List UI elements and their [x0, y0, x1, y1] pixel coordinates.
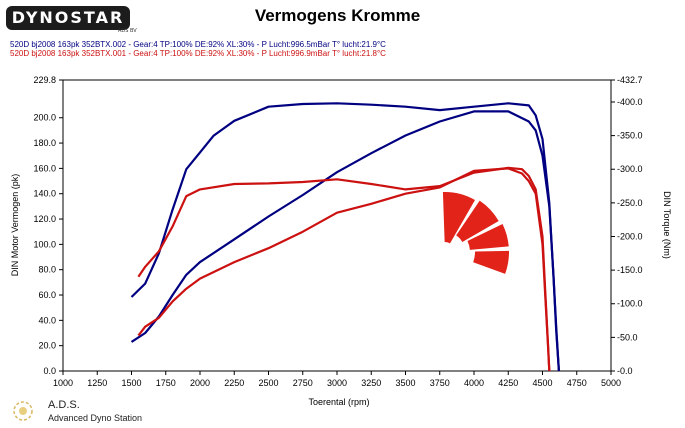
legend-run-1: 520D bj2008 163pk 352BTX.002 - Gear:4 TP… — [10, 40, 386, 49]
watermark-logo — [442, 192, 509, 274]
x-tick-label: 1500 — [121, 378, 141, 388]
y-left-tick-label: 180.0 — [33, 138, 56, 148]
y-left-tick-label: 160.0 — [33, 163, 56, 173]
y-left-tick-label: 229.8 — [33, 75, 56, 85]
y-right-tick-label: -432.7 — [617, 75, 643, 85]
x-tick-label: 2250 — [224, 378, 244, 388]
y-left-tick-label: 120.0 — [33, 214, 56, 224]
series-line-torque-run-1 — [137, 166, 551, 372]
y-left-tick-label: 100.0 — [33, 239, 56, 249]
y-left-tick-label: 20.0 — [38, 341, 56, 351]
chart-axes: 1000 1250 1500 1750 2000 2250 2500 2750 3000 3250… — [33, 75, 642, 388]
x-tick-label: 2500 — [258, 378, 278, 388]
x-axis-label: Toerental (rpm) — [308, 397, 369, 407]
x-tick-label: 2000 — [190, 378, 210, 388]
watermark-segment-2 — [456, 200, 499, 242]
y-left-tick-label: 60.0 — [38, 290, 56, 300]
ads-logo-icon — [13, 401, 33, 421]
x-tick-label: 3000 — [327, 378, 347, 388]
x-tick-label: 4250 — [498, 378, 518, 388]
x-tick-label: 4750 — [567, 378, 587, 388]
x-tick-label: 1000 — [53, 378, 73, 388]
x-tick-label: 1250 — [87, 378, 107, 388]
footer-subtitle: Advanced Dyno Station — [48, 413, 143, 423]
series-line-power-run-2 — [130, 110, 560, 372]
y-axis-right-label: DIN Torque (Nm) — [662, 191, 672, 259]
x-tick-label: 1750 — [156, 378, 176, 388]
y-left-tick-label: 200.0 — [33, 113, 56, 123]
x-tick-label: 5000 — [601, 378, 621, 388]
dynostar-logo: DYNOSTAR — [6, 6, 130, 30]
watermark-segment-1 — [442, 192, 475, 244]
y-left-tick-label: 140.0 — [33, 189, 56, 199]
y-left-tick-label: 40.0 — [38, 315, 56, 325]
watermark-segment-3 — [467, 223, 509, 250]
y-right-tick-label: -50.0 — [617, 332, 638, 342]
y-left-tick-label: 0.0 — [43, 366, 56, 376]
series-line-power-run-1 — [137, 167, 551, 372]
y-axis-left-label: DIN Motor Vermogen (pk) — [10, 174, 20, 277]
y-right-tick-label: -300.0 — [617, 164, 643, 174]
x-tick-label: 4500 — [532, 378, 552, 388]
y-left-tick-label: 80.0 — [38, 265, 56, 275]
y-right-tick-label: -250.0 — [617, 198, 643, 208]
x-tick-label: 3750 — [430, 378, 450, 388]
y-right-tick-label: -150.0 — [617, 265, 643, 275]
y-right-tick-label: -350.0 — [617, 131, 643, 141]
x-tick-label: 3500 — [395, 378, 415, 388]
footer-brand: A.D.S. — [48, 399, 80, 411]
series-line-torque-run-2 — [130, 102, 560, 372]
y-right-tick-label: -100.0 — [617, 299, 643, 309]
x-tick-label: 3250 — [361, 378, 381, 388]
x-tick-label: 4000 — [464, 378, 484, 388]
watermark-segment-4 — [473, 250, 509, 274]
legend-run-2: 520D bj2008 163pk 352BTX.001 - Gear:4 TP… — [10, 49, 386, 58]
x-tick-label: 2750 — [293, 378, 313, 388]
y-right-tick-label: -200.0 — [617, 231, 643, 241]
y-right-tick-label: -0.0 — [617, 366, 633, 376]
chart-title: Vermogens Kromme — [254, 6, 421, 25]
y-right-tick-label: -400.0 — [617, 97, 643, 107]
logo-subtext: ADS BV — [118, 28, 137, 34]
series-layer — [130, 102, 560, 372]
logo-text: DYNOSTAR — [11, 8, 125, 27]
